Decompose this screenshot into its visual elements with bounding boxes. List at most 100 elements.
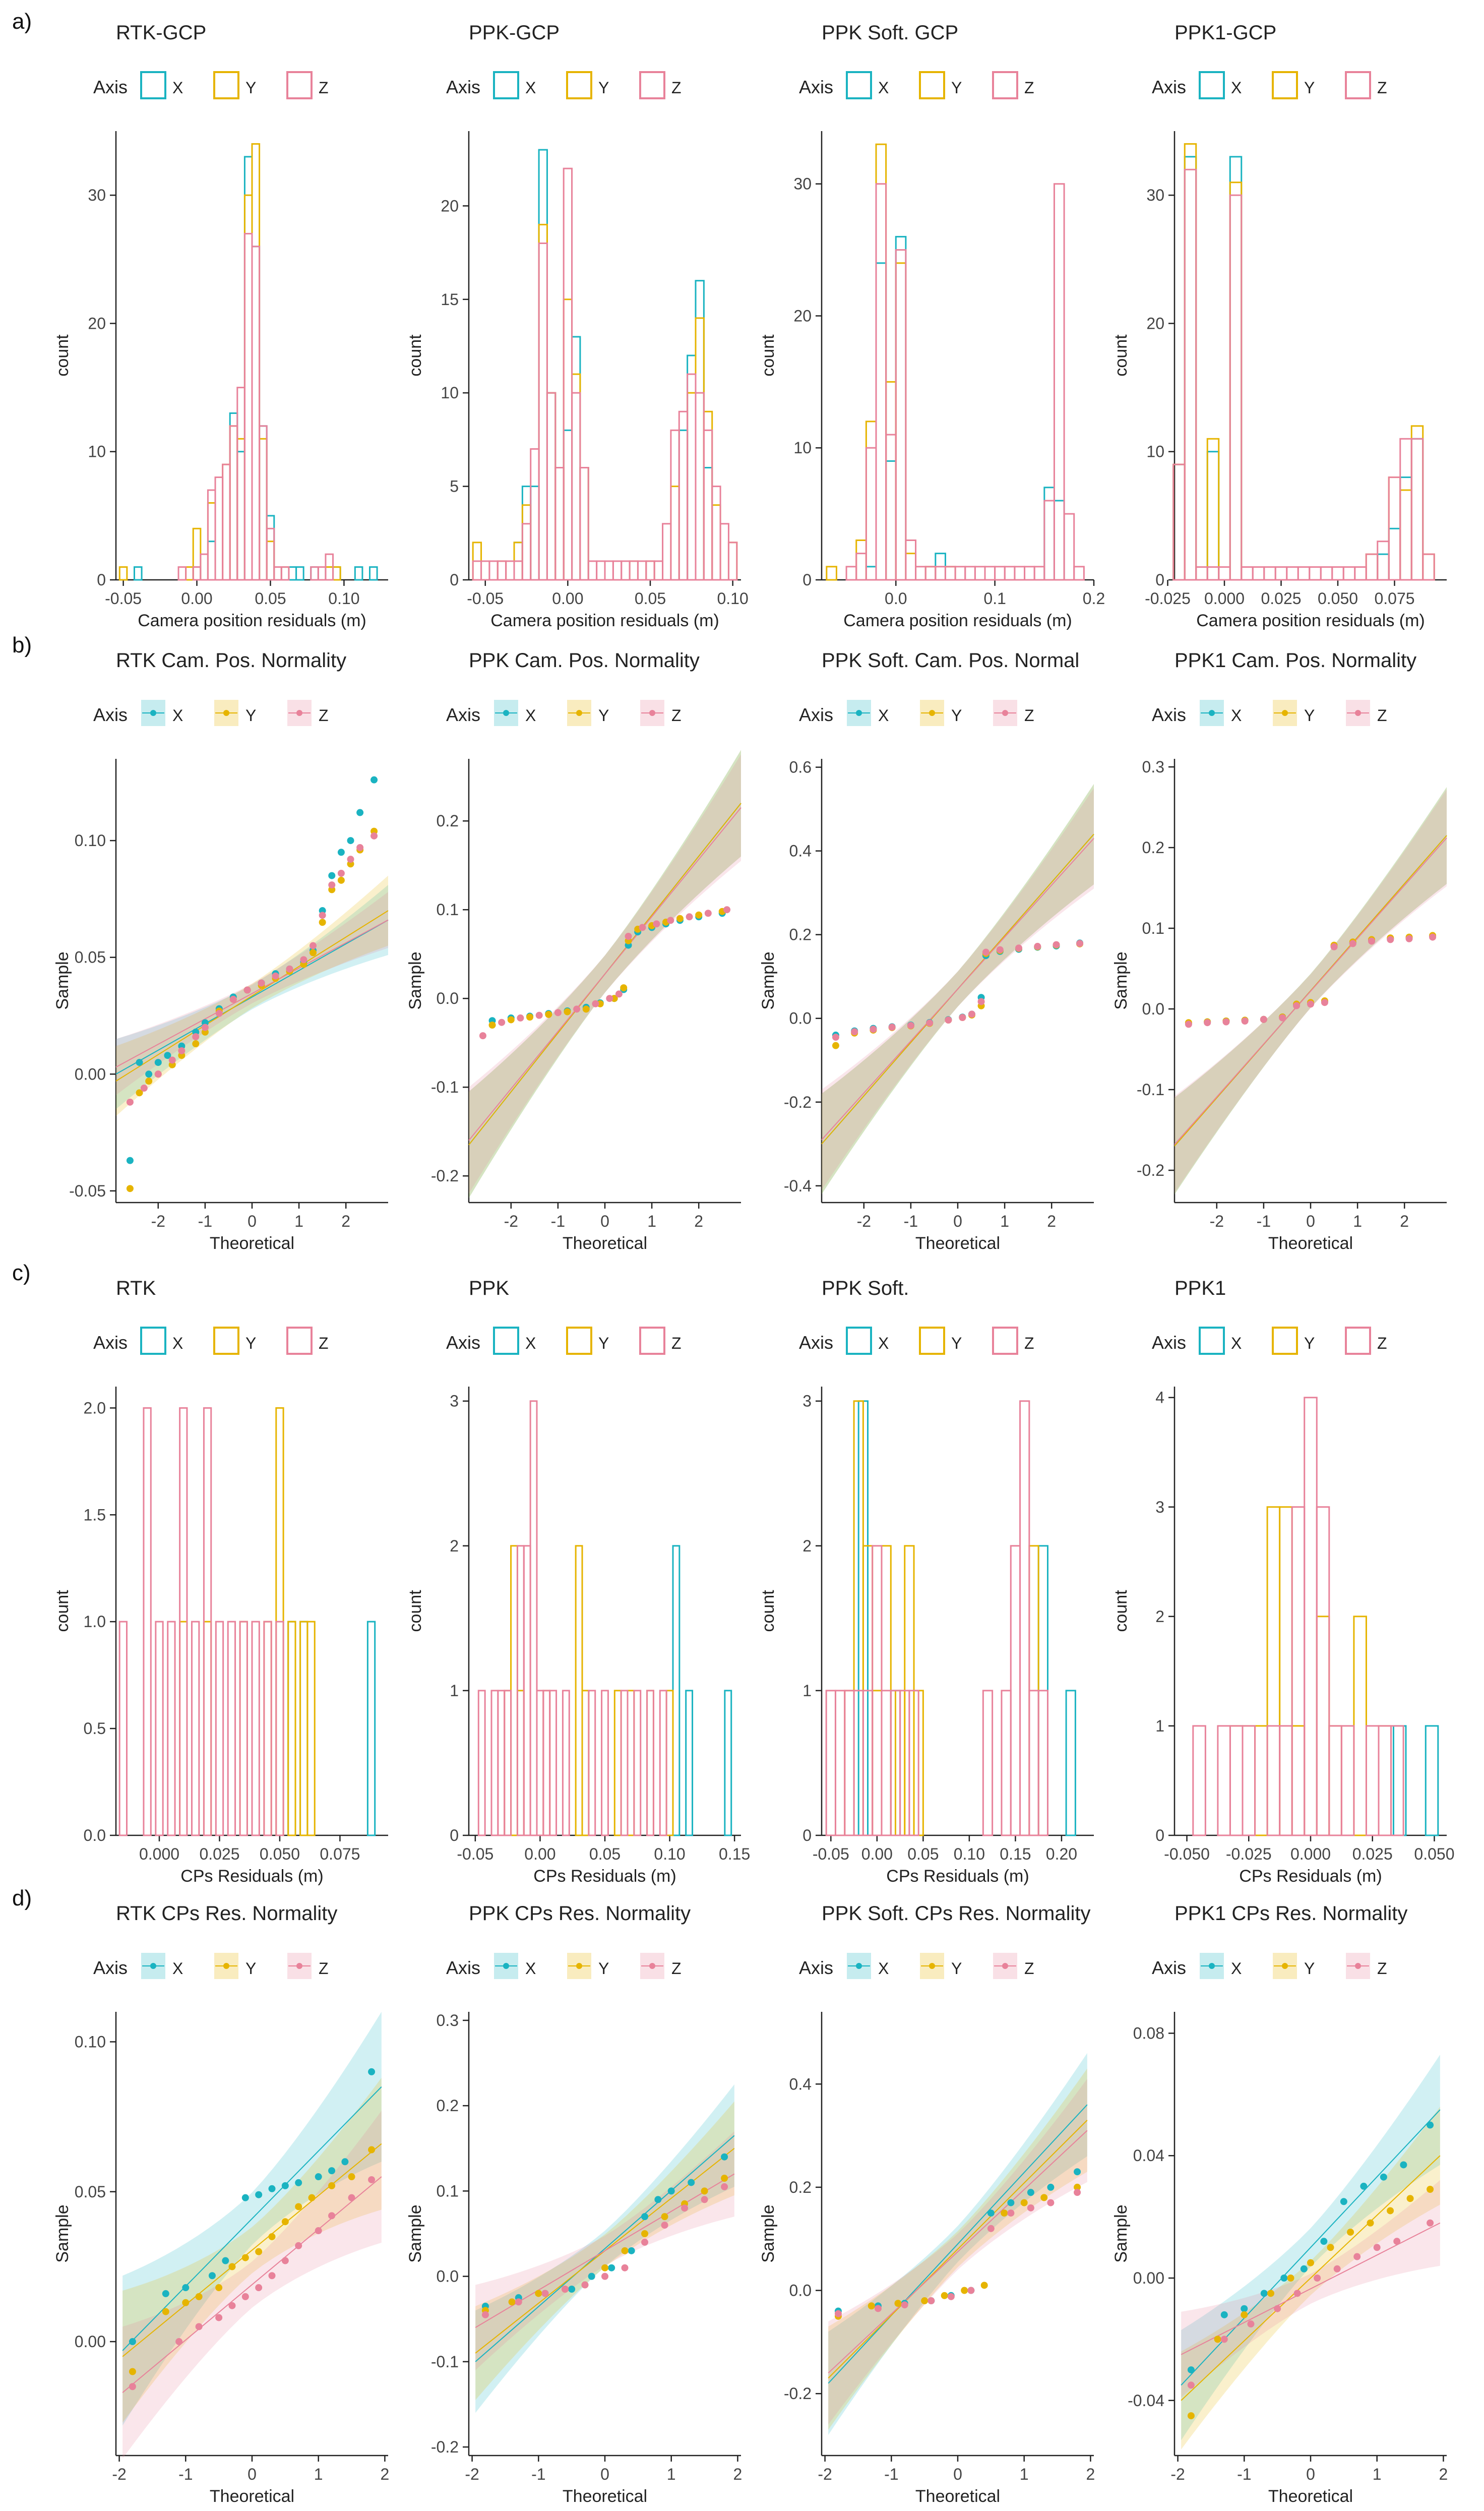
legend-label-x: X [525, 1334, 536, 1352]
x-axis-label: Theoretical [210, 1234, 294, 1253]
x-tick-label: 0.000 [139, 1845, 179, 1863]
hist-bar-y [222, 463, 231, 581]
panel-title: RTK-GCP [116, 22, 206, 44]
legend-label-y: Y [951, 1959, 962, 1978]
qq-point-y [182, 2299, 190, 2306]
y-tick-label: 0.00 [75, 1065, 106, 1083]
qq-line-x [475, 2135, 735, 2362]
hist-bar-x [192, 566, 202, 581]
qq-point-x [255, 2191, 263, 2198]
hist-bar-z [1354, 566, 1367, 581]
hist-bar-z [191, 1621, 200, 1836]
x-tick-label: 0.10 [717, 589, 748, 608]
hist-bar-z [239, 1621, 248, 1836]
hist-bar-z [529, 1400, 538, 1836]
legend-title: Axis [446, 704, 480, 725]
qq-point-z [1427, 2219, 1434, 2227]
hist-bar-z [1033, 566, 1045, 581]
y-tick-label: -0.1 [431, 1078, 459, 1096]
hist-bar-y [546, 392, 556, 581]
legend-point-x [503, 710, 509, 716]
hist-bar-z [275, 1621, 284, 1836]
hist-bar-z [1028, 1690, 1039, 1836]
x-tick-label: -2 [1170, 2465, 1185, 2483]
hist-bar-z [703, 429, 713, 581]
hist-bar-z [1252, 566, 1265, 581]
hist-bar-x [1410, 438, 1424, 581]
y-tick-label: 3 [802, 1392, 812, 1410]
hist-bar-x [1377, 553, 1390, 581]
qq-point-z [926, 1019, 934, 1027]
qq-point-x [164, 1052, 171, 1059]
qq-point-y [348, 2173, 355, 2181]
legend-label-x: X [1231, 79, 1242, 97]
hist-bar-y [571, 373, 581, 581]
qq-point-y [337, 876, 345, 884]
legend-label-y: Y [598, 1334, 609, 1352]
hist-bar-z [263, 1621, 272, 1836]
x-tick-label: 0.00 [861, 1845, 893, 1863]
x-axis-label: Theoretical [563, 1234, 647, 1253]
hist-bar-y [192, 527, 202, 581]
legend-label-z: Z [319, 1334, 329, 1352]
hist-bar-z [1297, 566, 1311, 581]
hist-bar-y [855, 539, 867, 581]
hist-bar-z [118, 1621, 128, 1836]
hist-bar-z [588, 1690, 596, 1836]
hist-bar-z [587, 560, 598, 581]
x-tick-label: 0.1 [983, 589, 1006, 608]
hist-bar-x [687, 354, 697, 581]
legend-key-y [213, 1327, 239, 1355]
x-tick-label: 0.075 [320, 1845, 360, 1863]
x-tick-label: 0.025 [1261, 589, 1301, 608]
qq-point-y [1307, 2259, 1314, 2266]
hist-bar-z [214, 476, 224, 581]
qq-point-z [1429, 933, 1437, 941]
qq-point-z [310, 942, 317, 949]
y-tick-label: -0.1 [431, 2353, 459, 2371]
qq-point-z [1333, 2265, 1341, 2273]
y-tick-label: 3 [1155, 1498, 1164, 1516]
hist-bar-y [236, 438, 245, 581]
hist-bar-y [1206, 438, 1220, 581]
x-tick-label: 0.15 [1000, 1845, 1031, 1863]
x-axis-label: Camera position residuals (m) [490, 611, 719, 630]
qq-point-y [701, 2187, 708, 2195]
qq-point-y [1347, 2228, 1354, 2236]
hist-bar-y [1279, 1506, 1293, 1836]
y-tick-label: 1 [450, 1682, 459, 1700]
hist-bar-z [1422, 553, 1435, 581]
hist-bar-x [287, 1621, 296, 1836]
qq-point-z [641, 2238, 649, 2246]
hist-bar-z [521, 523, 532, 581]
qq-point-y [255, 2248, 263, 2255]
qq-point-z [192, 1033, 200, 1041]
legend-label-y: Y [1304, 1959, 1315, 1978]
y-tick-label: 2 [802, 1537, 812, 1555]
x-tick-label: 0.05 [589, 1845, 621, 1863]
qq-point-y [1020, 2199, 1028, 2206]
hist-bar-y [1229, 182, 1243, 581]
y-tick-label: 0.05 [75, 2183, 106, 2201]
legend-label-y: Y [951, 1334, 962, 1352]
legend-key-x [1199, 1327, 1225, 1355]
y-tick-label: 2 [450, 1537, 459, 1555]
hist-bar-z [855, 553, 867, 581]
legend-label-y: Y [1304, 79, 1315, 97]
hist-bar-z [915, 566, 926, 581]
qq-point-y [1241, 2311, 1248, 2318]
x-tick-label: 2 [1047, 1212, 1056, 1230]
hist-bar-y [203, 1621, 212, 1836]
qq-point-x [145, 1070, 153, 1078]
hist-bar-z [538, 243, 548, 581]
hist-bar-y [629, 560, 639, 581]
y-tick-label: 0.0 [1142, 1000, 1164, 1018]
hist-bar-y [711, 504, 721, 581]
legend-label-x: X [525, 706, 536, 725]
qq-point-z [243, 986, 251, 994]
qq-line-z [821, 838, 1094, 1141]
legend-point-x [856, 1963, 862, 1969]
hist-bar-y [579, 467, 589, 581]
qq-point-z [1293, 2290, 1301, 2297]
y-tick-label: 30 [793, 175, 812, 193]
